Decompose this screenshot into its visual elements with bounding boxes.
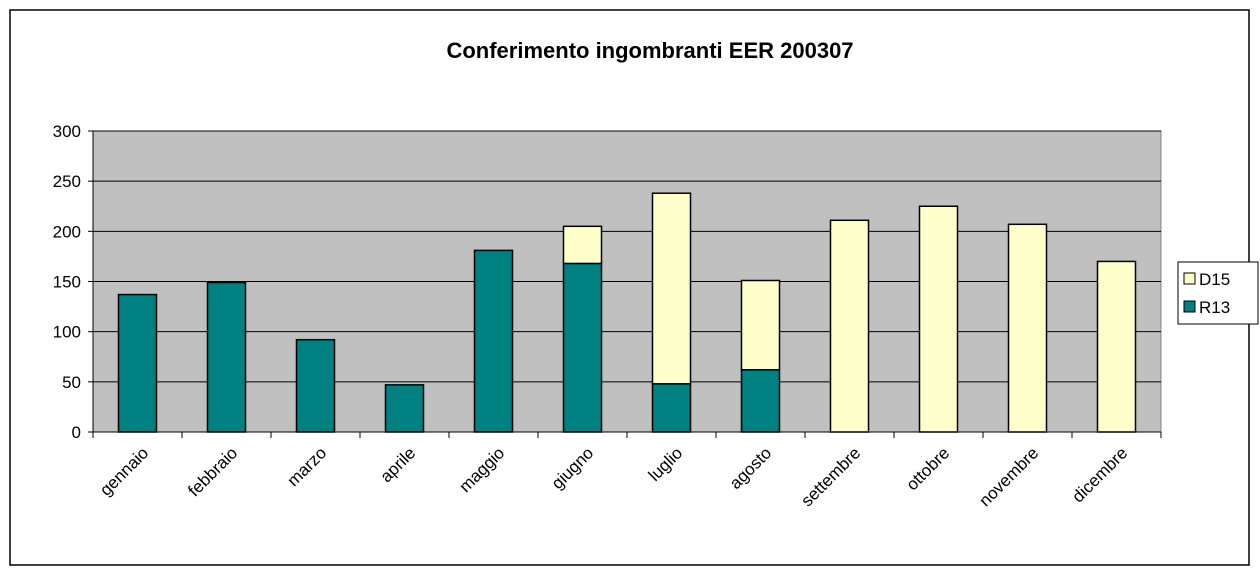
y-tick-label: 300 (53, 122, 81, 141)
y-tick-label: 200 (53, 222, 81, 241)
legend-label: D15 (1199, 270, 1230, 289)
bar (651, 192, 692, 385)
legend-label: R13 (1199, 298, 1230, 317)
bar (1096, 260, 1137, 433)
y-tick-label: 100 (53, 323, 81, 342)
y-tick-label: 50 (62, 373, 81, 392)
bar (562, 262, 603, 433)
bar (473, 249, 514, 433)
bar (829, 219, 870, 433)
bar (295, 338, 336, 433)
bar (117, 293, 158, 433)
legend-swatch (1183, 300, 1196, 313)
legend-swatch (1183, 272, 1196, 285)
y-tick-label: 250 (53, 172, 81, 191)
bar (651, 383, 692, 433)
y-tick-label: 150 (53, 273, 81, 292)
y-tick-label: 0 (72, 423, 81, 442)
legend-box (1177, 261, 1259, 325)
bar (562, 225, 603, 265)
bar (918, 205, 959, 433)
bar (206, 281, 247, 433)
bar (740, 279, 781, 371)
bar (740, 369, 781, 433)
bar (384, 384, 425, 433)
bar (1007, 223, 1048, 433)
chart-title: Conferimento ingombranti EER 200307 (446, 38, 853, 63)
